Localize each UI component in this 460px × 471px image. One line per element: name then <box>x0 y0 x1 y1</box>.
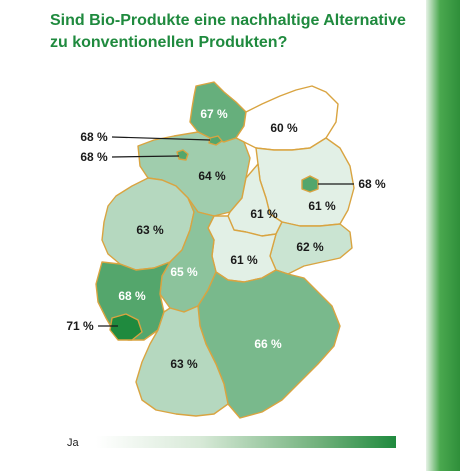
value-label-sachsen: 62 % <box>296 240 324 254</box>
callout-line-bremen <box>111 155 180 158</box>
map-title: Sind Bio-Produkte eine nachhaltige Alter… <box>50 12 406 51</box>
value-label-nordrhein-westfalen: 63 % <box>136 223 164 237</box>
region-baden-wuerttemberg[interactable] <box>135 305 229 417</box>
region-berlin[interactable] <box>301 175 319 193</box>
value-label-sachsen-anhalt: 61 % <box>250 207 278 221</box>
legend-color-scale <box>96 436 396 448</box>
region-saarland[interactable] <box>109 313 143 341</box>
value-label-brandenburg: 61 % <box>308 199 336 213</box>
value-label-hamburg: 68 % <box>80 130 108 144</box>
legend-label: Ja <box>67 437 79 449</box>
value-label-hessen: 65 % <box>170 265 198 279</box>
value-label-mecklenburg-vorpommern: 60 % <box>270 121 298 135</box>
value-label-bayern: 66 % <box>254 337 282 351</box>
region-bremen[interactable] <box>176 149 189 161</box>
value-label-baden-wuerttemberg: 63 % <box>170 357 198 371</box>
value-label-schleswig-holstein: 67 % <box>200 107 228 121</box>
region-hamburg[interactable] <box>208 135 223 146</box>
value-label-saarland: 71 % <box>66 319 94 333</box>
callout-line-hamburg <box>111 136 211 141</box>
value-label-thueringen: 61 % <box>230 253 258 267</box>
value-label-bremen: 68 % <box>80 150 108 164</box>
value-label-niedersachsen: 64 % <box>198 169 226 183</box>
value-label-rheinland-pfalz: 68 % <box>118 289 146 303</box>
value-label-berlin: 68 % <box>358 177 386 191</box>
